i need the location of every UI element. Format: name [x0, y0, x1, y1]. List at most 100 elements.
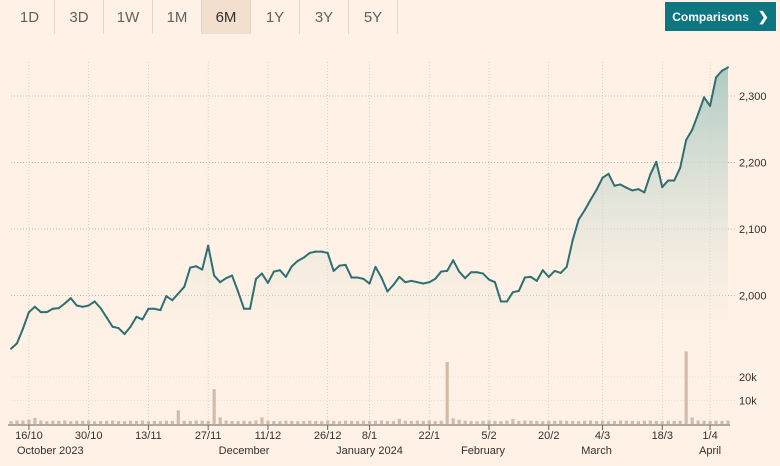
price-point	[505, 291, 514, 303]
volume-bar	[612, 420, 617, 424]
volume-bar	[361, 420, 366, 424]
volume-bar	[535, 420, 539, 424]
volume-bar	[529, 420, 533, 424]
price-point	[559, 265, 568, 274]
x-tick-label: 13/11	[135, 430, 162, 442]
volume-bar	[212, 389, 216, 424]
volume-bar	[266, 420, 270, 424]
price-point	[75, 304, 84, 308]
price-point	[344, 263, 353, 279]
volume-bar	[182, 420, 186, 424]
volume-bar	[594, 420, 599, 424]
volume-bar	[565, 420, 569, 424]
price-point	[171, 292, 180, 302]
price-point	[452, 259, 461, 273]
price-point	[81, 304, 90, 308]
volume-tick-label: 20k	[739, 372, 757, 384]
price-point	[225, 274, 234, 280]
volume-bar	[254, 420, 258, 424]
x-tick-label: 27/11	[195, 430, 222, 442]
volume-bar	[606, 421, 611, 424]
volume-bar	[367, 420, 372, 424]
range-button-3y[interactable]: 3Y	[299, 0, 348, 34]
month-label: January 2024	[336, 445, 403, 457]
volume-bar	[116, 420, 121, 424]
price-point	[607, 172, 616, 187]
price-point	[237, 290, 246, 310]
volume-bar	[379, 420, 384, 424]
range-button-1d[interactable]: 1D	[19, 8, 40, 26]
price-point	[637, 188, 646, 194]
volume-bar	[636, 421, 640, 424]
volume-bar	[278, 421, 282, 424]
price-point	[517, 276, 526, 292]
volume-bar	[152, 420, 156, 424]
x-tick-label: 5/2	[481, 430, 496, 442]
price-point	[231, 274, 240, 293]
price-point	[410, 279, 419, 284]
price-point	[655, 160, 664, 189]
price-point	[117, 327, 126, 336]
volume-bar	[75, 420, 79, 424]
volume-bar	[206, 420, 210, 424]
volume-bar	[284, 420, 288, 424]
price-point	[601, 172, 610, 179]
price-point	[183, 266, 192, 288]
volume-bar	[170, 420, 174, 424]
price-point	[571, 218, 580, 242]
range-button-1m[interactable]: 1M	[152, 0, 201, 34]
volume-bar	[290, 420, 294, 424]
price-point	[386, 283, 395, 293]
x-tick-label: 30/10	[75, 430, 103, 442]
volume-bar	[678, 420, 682, 424]
volume-bar	[451, 418, 455, 424]
x-tick-label: 20/2	[538, 430, 559, 442]
volume-bar	[122, 421, 127, 424]
price-point	[207, 244, 216, 277]
price-point	[685, 128, 694, 141]
time-range-selector: 1D 3D 1W 1M 6M 1Y 3Y 5Y	[5, 0, 398, 34]
volume-bar	[666, 420, 670, 424]
volume-tick-label: 10k	[739, 396, 757, 408]
range-button-3d[interactable]: 3D	[54, 0, 103, 34]
volume-bar	[415, 420, 419, 424]
volume-bar	[439, 420, 443, 424]
volume-bar	[33, 417, 37, 424]
volume-bar	[260, 417, 264, 424]
price-point	[338, 263, 347, 267]
comparisons-button[interactable]: Comparisons ❯	[665, 2, 776, 31]
range-button-6m[interactable]: 6M	[201, 0, 250, 34]
price-point	[583, 198, 592, 212]
price-point	[547, 269, 556, 278]
volume-bar	[63, 420, 67, 424]
volume-bar	[696, 420, 700, 424]
volume-bar	[230, 420, 234, 424]
comparisons-button-label: Comparisons	[672, 9, 749, 24]
price-point	[434, 270, 443, 280]
volume-bar	[224, 420, 228, 424]
volume-bar	[51, 420, 55, 424]
price-point	[541, 269, 550, 278]
price-point	[195, 265, 204, 271]
price-point	[159, 295, 168, 312]
volume-bar	[128, 420, 133, 424]
price-point	[272, 269, 281, 273]
volume-bar	[427, 420, 431, 424]
price-point	[595, 176, 604, 191]
volume-bar	[541, 421, 545, 424]
price-point	[368, 265, 377, 285]
volume-bar	[487, 420, 491, 424]
price-point	[422, 281, 431, 285]
volume-bar	[134, 420, 139, 424]
price-point	[105, 316, 114, 328]
price-point	[577, 209, 586, 221]
range-button-1y[interactable]: 1Y	[250, 0, 299, 34]
range-button-5y[interactable]: 5Y	[348, 0, 397, 34]
price-point	[404, 279, 413, 284]
range-button-1w[interactable]: 1W	[103, 0, 152, 34]
price-point	[111, 325, 120, 330]
price-point	[87, 300, 96, 307]
price-point	[21, 311, 30, 330]
month-label: December	[219, 445, 270, 457]
